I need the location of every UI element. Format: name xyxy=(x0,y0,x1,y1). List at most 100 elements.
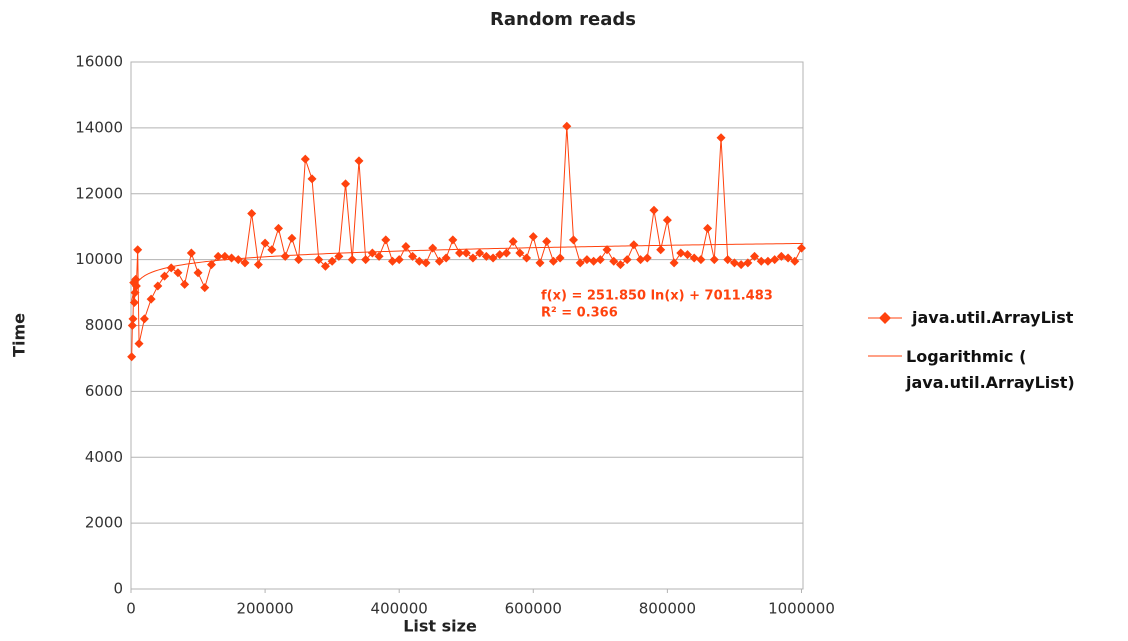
point xyxy=(180,279,190,289)
point xyxy=(134,339,144,349)
point xyxy=(743,258,753,268)
y-axis-label: Time xyxy=(10,313,29,357)
point xyxy=(475,248,485,258)
point xyxy=(609,256,619,266)
point xyxy=(200,283,210,293)
point xyxy=(729,258,739,268)
point xyxy=(274,223,284,233)
point xyxy=(300,154,310,164)
point xyxy=(562,121,572,131)
point xyxy=(495,250,505,260)
point xyxy=(542,237,552,247)
point xyxy=(160,271,170,281)
point xyxy=(649,205,659,215)
point xyxy=(535,258,545,268)
point xyxy=(354,156,364,166)
point xyxy=(341,179,351,189)
point xyxy=(669,258,679,268)
x-tick-label: 600000 xyxy=(505,600,562,618)
point xyxy=(783,253,793,263)
point xyxy=(709,255,719,265)
point xyxy=(448,235,458,245)
point xyxy=(213,251,223,261)
point xyxy=(602,245,612,255)
trend-line xyxy=(131,242,804,301)
point xyxy=(770,255,780,265)
point xyxy=(703,223,713,233)
point xyxy=(569,235,579,245)
point xyxy=(515,248,525,258)
point xyxy=(381,235,391,245)
y-tick-label: 0 xyxy=(113,580,123,598)
point xyxy=(750,251,760,261)
point xyxy=(401,241,411,251)
y-tick-label: 14000 xyxy=(75,118,123,136)
y-tick-label: 8000 xyxy=(85,316,123,334)
point xyxy=(166,263,176,273)
point xyxy=(548,256,558,266)
point xyxy=(662,215,672,225)
y-tick-label: 4000 xyxy=(85,448,123,466)
point xyxy=(696,255,706,265)
point xyxy=(267,245,277,255)
point xyxy=(334,251,344,261)
point xyxy=(320,261,330,271)
point xyxy=(756,256,766,266)
y-tick-label: 12000 xyxy=(75,184,123,202)
point xyxy=(522,253,532,263)
point xyxy=(615,260,625,270)
point xyxy=(776,251,786,261)
point xyxy=(387,256,397,266)
point xyxy=(716,133,726,143)
point xyxy=(589,256,599,266)
point xyxy=(441,253,451,263)
legend-label: java.util.ArrayList xyxy=(912,308,1074,327)
point xyxy=(676,248,686,258)
point xyxy=(294,255,304,265)
point xyxy=(508,237,518,247)
trend-equation: f(x) = 251.850 ln(x) + 7011.483 xyxy=(541,289,773,304)
point xyxy=(528,232,538,242)
point xyxy=(186,248,196,258)
point xyxy=(206,260,216,270)
point xyxy=(253,260,263,270)
point xyxy=(428,243,438,253)
series-line xyxy=(131,126,802,357)
point xyxy=(133,245,143,255)
point xyxy=(173,268,183,278)
point xyxy=(307,174,317,184)
point xyxy=(455,248,465,258)
point xyxy=(656,245,666,255)
point xyxy=(763,256,773,266)
point xyxy=(488,253,498,263)
point xyxy=(595,255,605,265)
point xyxy=(790,256,800,266)
chart-title: Random reads xyxy=(490,9,636,30)
point xyxy=(314,255,324,265)
y-tick-label: 16000 xyxy=(75,53,123,71)
point xyxy=(629,240,639,250)
point xyxy=(128,314,138,324)
x-tick-label: 800000 xyxy=(639,600,696,618)
point xyxy=(622,255,632,265)
x-tick-label: 1000000 xyxy=(768,600,835,618)
point xyxy=(280,251,290,261)
x-tick-label: 200000 xyxy=(236,600,293,618)
y-tick-label: 2000 xyxy=(85,514,123,532)
point xyxy=(408,251,418,261)
point xyxy=(153,281,163,291)
point xyxy=(481,251,491,261)
point xyxy=(689,253,699,263)
legend-label: Logarithmic ( java.util.ArrayList) xyxy=(906,347,1075,392)
y-tick-label: 10000 xyxy=(75,250,123,268)
point xyxy=(461,248,471,258)
point xyxy=(555,253,565,263)
point xyxy=(233,255,243,265)
point xyxy=(501,248,511,258)
point xyxy=(347,255,357,265)
point xyxy=(361,255,371,265)
point xyxy=(327,256,337,266)
point xyxy=(139,314,149,324)
